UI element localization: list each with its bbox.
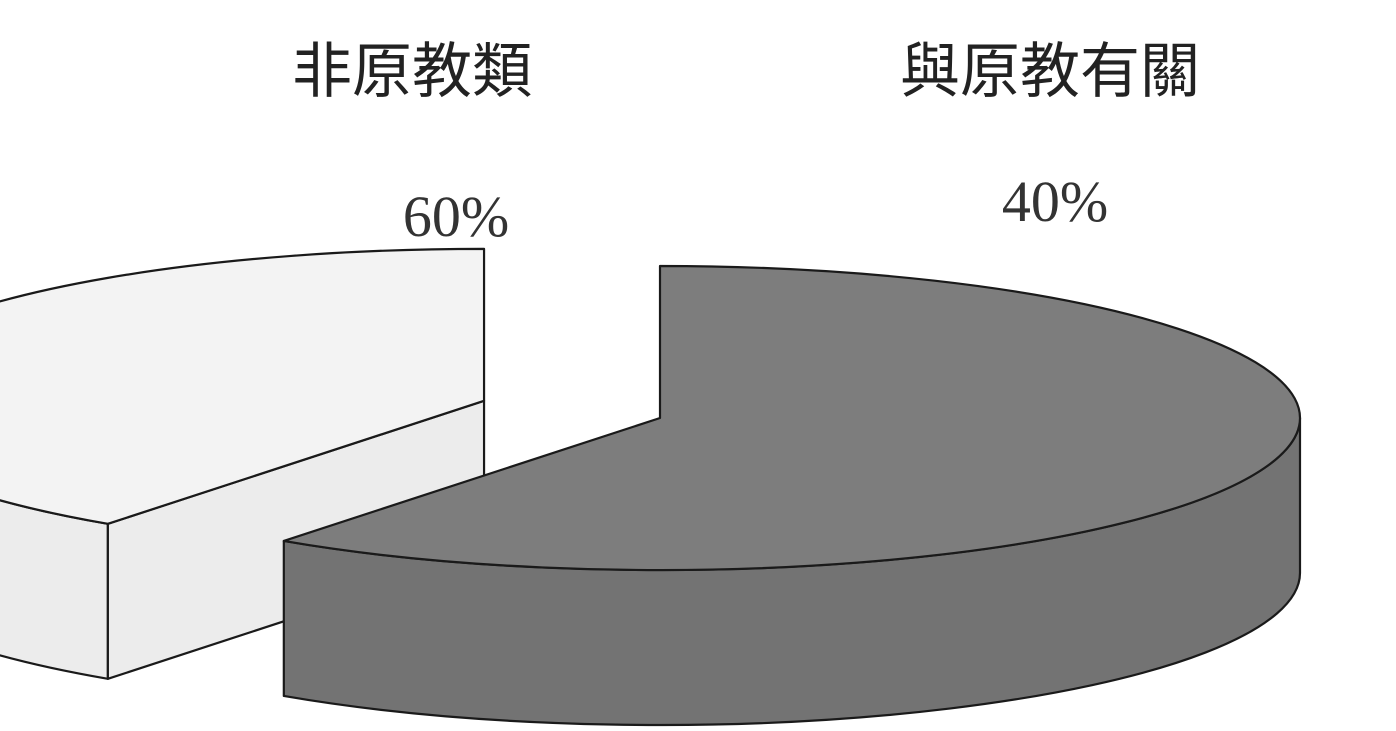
slice-category-label-0: 非原教類 — [292, 37, 532, 107]
pie-slice-rim-1-0 — [0, 499, 109, 680]
slice-value-label-0: 60% — [403, 184, 509, 249]
slice-category-label-1: 與原教有關 — [900, 37, 1200, 107]
pie-slice-top-1 — [0, 247, 486, 525]
pie-labels: 非原教類 與原教有關 60% 40% — [292, 37, 1200, 249]
pie-slice-top-0 — [282, 264, 1302, 572]
pie-slices — [0, 247, 1302, 727]
pie-slice-0 — [282, 264, 1302, 727]
slice-value-label-1: 40% — [1002, 169, 1108, 234]
